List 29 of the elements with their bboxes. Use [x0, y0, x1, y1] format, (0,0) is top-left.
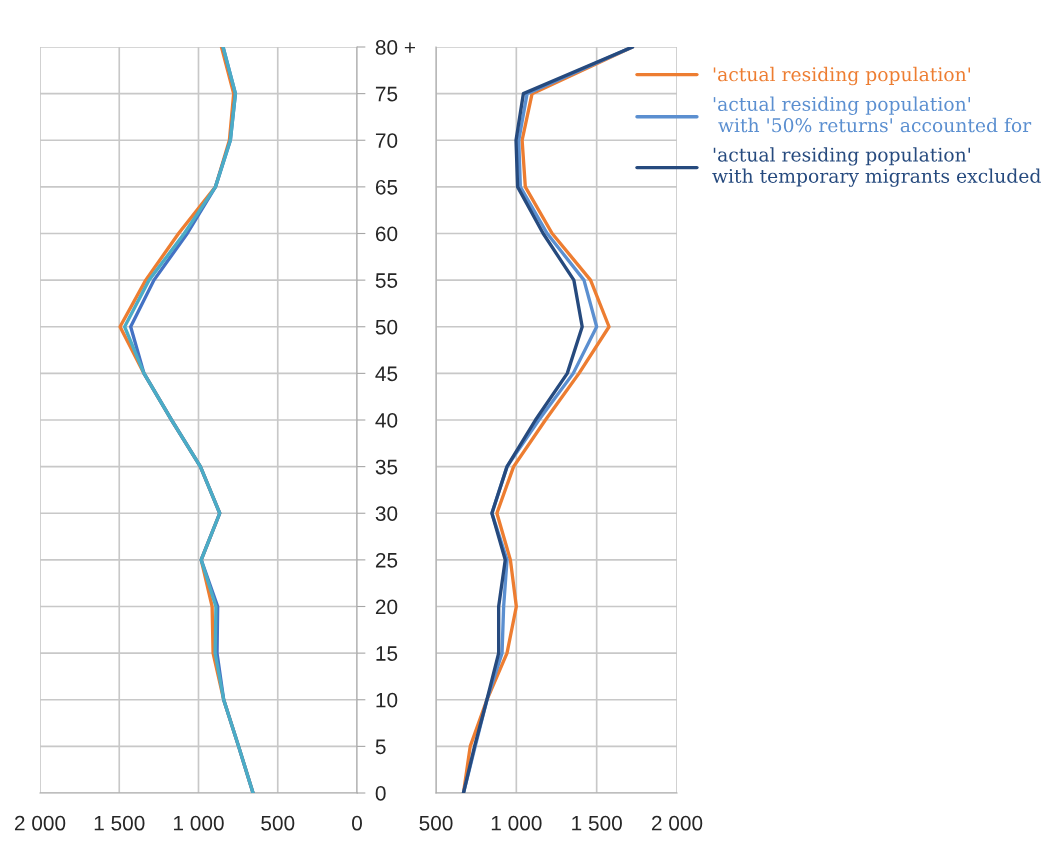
legend-label: 'actual residing population' with '50% returns' accounted for: [713, 96, 1032, 133]
y-tick-label: 65: [375, 179, 398, 195]
y-tick-label: 60: [375, 226, 398, 242]
x-tick-label: 1 500: [572, 815, 622, 831]
x-tick-label: 2 000: [651, 815, 703, 831]
x-tick-label: 1 500: [94, 815, 145, 831]
y-tick-label: 70: [375, 133, 398, 148]
y-tick-label: 25: [375, 552, 398, 568]
y-tick-label: 20: [375, 599, 398, 615]
y-tick-label: 75: [375, 86, 398, 102]
x-tick-label: 0: [352, 815, 362, 831]
legend-label: 'actual residing population' with temporary migrants excluded: [712, 147, 1041, 187]
y-tick-label: 15: [376, 646, 398, 661]
y-tick-label: 0: [375, 786, 386, 801]
x-tick-label: 500: [261, 815, 295, 831]
y-tick-label: 5: [375, 739, 386, 755]
y-tick-label: 45: [375, 366, 398, 382]
y-tick-label: 50: [375, 319, 398, 335]
legend-label: 'actual residing population': [713, 66, 970, 86]
x-tick-label: 1 000: [491, 815, 542, 831]
y-tick-label: 80 +: [375, 40, 415, 55]
x-tick-label: 500: [419, 815, 453, 831]
x-tick-label: 2 000: [14, 815, 66, 831]
y-tick-label: 30: [375, 506, 398, 521]
y-tick-label: 35: [375, 459, 398, 475]
x-tick-label: 1 000: [174, 815, 224, 831]
y-tick-label: 40: [375, 413, 398, 428]
y-tick-label: 55: [375, 273, 398, 288]
y-tick-label: 10: [376, 692, 398, 708]
